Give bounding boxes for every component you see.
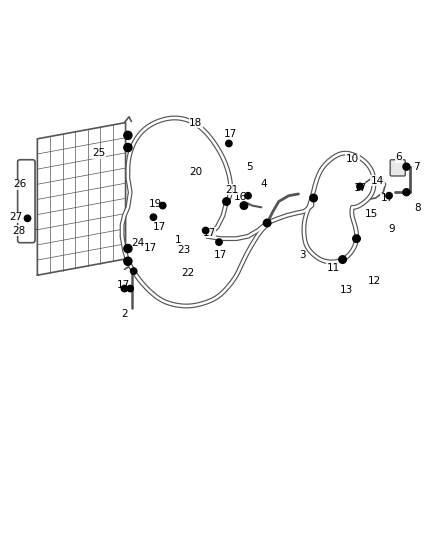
Circle shape xyxy=(202,228,209,233)
FancyBboxPatch shape xyxy=(390,160,405,176)
Circle shape xyxy=(353,235,360,243)
Text: 16: 16 xyxy=(234,192,247,202)
Circle shape xyxy=(263,219,271,227)
Text: 17: 17 xyxy=(117,280,130,290)
Circle shape xyxy=(226,140,232,147)
Circle shape xyxy=(339,256,346,263)
Circle shape xyxy=(131,268,137,274)
Text: 3: 3 xyxy=(299,250,305,260)
Text: 12: 12 xyxy=(367,276,381,286)
Circle shape xyxy=(124,257,132,265)
Text: 9: 9 xyxy=(388,224,395,234)
Text: 27: 27 xyxy=(9,212,22,222)
Text: 8: 8 xyxy=(415,204,421,214)
Text: 15: 15 xyxy=(365,209,378,219)
Text: 13: 13 xyxy=(340,285,353,295)
Circle shape xyxy=(121,285,127,292)
Circle shape xyxy=(25,215,31,222)
Text: 17: 17 xyxy=(381,193,394,203)
Text: 14: 14 xyxy=(371,175,384,185)
Text: 28: 28 xyxy=(12,225,25,236)
Text: 4: 4 xyxy=(260,179,267,189)
Circle shape xyxy=(245,192,251,199)
Circle shape xyxy=(216,239,222,245)
Text: 23: 23 xyxy=(177,245,191,255)
Text: 17: 17 xyxy=(143,243,156,253)
Text: 6: 6 xyxy=(396,152,402,163)
Text: 26: 26 xyxy=(13,179,27,189)
Text: 19: 19 xyxy=(148,199,162,209)
Circle shape xyxy=(357,183,363,190)
Text: 7: 7 xyxy=(413,161,420,172)
Circle shape xyxy=(310,194,318,202)
Text: 5: 5 xyxy=(247,161,253,172)
Text: 11: 11 xyxy=(327,263,340,273)
Circle shape xyxy=(124,143,132,151)
Circle shape xyxy=(124,131,132,140)
Text: 18: 18 xyxy=(189,118,202,127)
Circle shape xyxy=(150,214,157,220)
Text: 24: 24 xyxy=(131,238,145,248)
Circle shape xyxy=(124,245,132,253)
Text: 21: 21 xyxy=(226,185,239,195)
Text: 10: 10 xyxy=(346,154,359,164)
Text: 17: 17 xyxy=(214,250,227,260)
Circle shape xyxy=(223,198,230,205)
Text: 17: 17 xyxy=(224,129,237,139)
Text: 17: 17 xyxy=(152,222,166,232)
Text: 17: 17 xyxy=(353,183,367,193)
FancyBboxPatch shape xyxy=(18,160,35,243)
Circle shape xyxy=(127,285,134,292)
Circle shape xyxy=(403,163,410,170)
Text: 1: 1 xyxy=(175,236,182,245)
Circle shape xyxy=(240,202,248,209)
Circle shape xyxy=(403,189,410,196)
Circle shape xyxy=(159,203,166,209)
Text: 17: 17 xyxy=(202,228,216,238)
Circle shape xyxy=(386,192,392,199)
Text: 25: 25 xyxy=(92,148,106,158)
Text: 22: 22 xyxy=(182,269,195,278)
Text: 20: 20 xyxy=(189,167,202,177)
Text: 2: 2 xyxy=(121,309,128,319)
